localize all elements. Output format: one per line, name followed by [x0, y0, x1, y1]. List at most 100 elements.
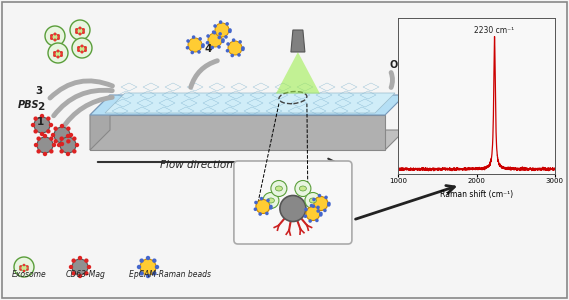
Circle shape	[256, 200, 270, 214]
Circle shape	[139, 258, 144, 263]
Circle shape	[66, 139, 71, 144]
Circle shape	[265, 212, 269, 215]
Circle shape	[212, 30, 216, 34]
Circle shape	[26, 268, 29, 271]
Circle shape	[316, 209, 320, 213]
Circle shape	[84, 258, 89, 263]
Circle shape	[51, 133, 55, 137]
Circle shape	[306, 206, 320, 220]
Circle shape	[213, 31, 216, 34]
Circle shape	[271, 181, 287, 196]
Polygon shape	[90, 95, 110, 150]
Circle shape	[78, 256, 82, 260]
Circle shape	[146, 256, 150, 260]
Circle shape	[258, 212, 262, 216]
Circle shape	[219, 20, 222, 24]
Circle shape	[238, 40, 242, 44]
Circle shape	[137, 265, 141, 269]
Circle shape	[226, 42, 230, 46]
Circle shape	[185, 46, 189, 50]
Ellipse shape	[53, 51, 63, 57]
Circle shape	[34, 116, 38, 121]
Circle shape	[197, 50, 201, 54]
Text: 3: 3	[35, 86, 42, 96]
Circle shape	[304, 208, 308, 211]
Circle shape	[241, 48, 245, 51]
Circle shape	[72, 136, 77, 141]
Circle shape	[84, 46, 87, 49]
Polygon shape	[90, 115, 385, 150]
Circle shape	[305, 193, 321, 208]
Circle shape	[57, 143, 61, 147]
Circle shape	[14, 257, 34, 277]
Circle shape	[53, 54, 56, 57]
Circle shape	[140, 259, 156, 275]
Circle shape	[36, 136, 41, 141]
Circle shape	[48, 43, 68, 63]
Circle shape	[217, 36, 221, 39]
Circle shape	[316, 206, 320, 209]
Circle shape	[319, 213, 323, 217]
Circle shape	[310, 204, 314, 207]
Circle shape	[80, 50, 84, 53]
Circle shape	[84, 49, 87, 52]
Ellipse shape	[77, 46, 86, 52]
Circle shape	[50, 34, 53, 37]
Circle shape	[318, 194, 321, 197]
Circle shape	[79, 26, 81, 29]
Circle shape	[56, 56, 60, 58]
Circle shape	[254, 201, 258, 204]
Circle shape	[146, 274, 150, 278]
Circle shape	[312, 204, 315, 208]
Circle shape	[186, 39, 190, 43]
Circle shape	[225, 22, 229, 26]
Circle shape	[254, 207, 257, 211]
Circle shape	[49, 123, 53, 127]
Circle shape	[228, 30, 232, 33]
Circle shape	[314, 196, 328, 211]
Circle shape	[221, 40, 225, 43]
Circle shape	[230, 54, 234, 57]
Circle shape	[77, 46, 80, 49]
Circle shape	[77, 49, 80, 52]
FancyBboxPatch shape	[234, 161, 352, 244]
Circle shape	[87, 265, 91, 269]
Circle shape	[34, 117, 50, 133]
Circle shape	[57, 37, 60, 40]
Circle shape	[207, 34, 210, 38]
Ellipse shape	[310, 198, 316, 203]
Circle shape	[280, 196, 306, 221]
Text: Exosome: Exosome	[12, 270, 47, 279]
Polygon shape	[294, 167, 300, 182]
Circle shape	[323, 208, 327, 212]
Circle shape	[50, 37, 53, 40]
Circle shape	[82, 31, 85, 34]
Text: Flow direction: Flow direction	[160, 160, 233, 170]
Circle shape	[80, 44, 84, 47]
Circle shape	[263, 193, 279, 208]
Circle shape	[37, 137, 53, 153]
Text: PBS: PBS	[18, 100, 39, 110]
Circle shape	[217, 45, 221, 49]
Ellipse shape	[51, 34, 60, 40]
Circle shape	[54, 127, 70, 143]
Circle shape	[56, 50, 60, 52]
Circle shape	[31, 123, 35, 127]
Circle shape	[34, 143, 38, 147]
Circle shape	[69, 265, 73, 269]
Circle shape	[52, 143, 56, 147]
Text: 2230 cm⁻¹: 2230 cm⁻¹	[475, 26, 514, 35]
Polygon shape	[291, 30, 305, 52]
Circle shape	[79, 32, 81, 35]
Circle shape	[211, 46, 214, 49]
Circle shape	[139, 271, 144, 276]
Circle shape	[266, 199, 270, 202]
Circle shape	[155, 265, 159, 269]
Circle shape	[66, 152, 70, 156]
Text: 2: 2	[37, 102, 44, 112]
Circle shape	[53, 32, 56, 35]
Circle shape	[53, 38, 56, 41]
Circle shape	[59, 136, 64, 141]
Circle shape	[60, 54, 63, 57]
Circle shape	[72, 149, 77, 154]
